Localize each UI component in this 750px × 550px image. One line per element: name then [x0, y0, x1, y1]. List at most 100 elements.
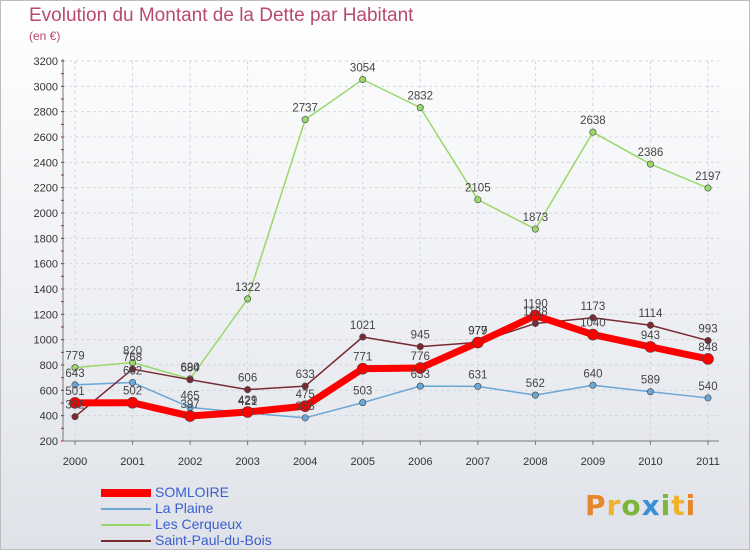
- series-line-1: [74, 381, 709, 419]
- data-point: [589, 314, 597, 322]
- data-label: 2197: [695, 171, 721, 183]
- data-label: 979: [468, 325, 487, 337]
- data-label: 475: [296, 389, 315, 401]
- data-point: [529, 309, 542, 322]
- data-point: [416, 343, 424, 351]
- data-point: [129, 378, 137, 386]
- series-line-2: [74, 78, 709, 380]
- x-tick-label: 2001: [120, 456, 144, 468]
- data-point: [71, 413, 79, 421]
- data-point: [644, 341, 657, 353]
- data-point: [474, 382, 482, 390]
- data-point: [71, 381, 79, 389]
- y-tick-label: 2800: [34, 107, 58, 119]
- data-label: 690: [180, 362, 199, 374]
- data-label: 421: [238, 396, 257, 408]
- chart-subtitle: (en €): [29, 29, 61, 43]
- data-label: 2638: [580, 115, 606, 127]
- data-label: 1114: [639, 308, 663, 320]
- series-line-0: [71, 312, 712, 420]
- legend-swatch: [101, 540, 151, 542]
- x-tick-label: 2011: [696, 456, 720, 468]
- data-point: [359, 75, 367, 83]
- data-label: 1190: [523, 299, 548, 311]
- data-label: 2737: [292, 103, 318, 115]
- data-label: 1021: [350, 320, 376, 332]
- data-point: [301, 382, 309, 390]
- data-point: [589, 381, 597, 389]
- data-point: [299, 400, 311, 412]
- data-point: [472, 336, 484, 349]
- y-tick-label: 600: [40, 385, 58, 397]
- data-label: 631: [468, 369, 487, 381]
- data-point: [702, 353, 714, 365]
- data-point: [416, 382, 424, 390]
- data-label: 771: [353, 352, 372, 364]
- data-label: 392: [65, 400, 84, 412]
- data-label: 465: [180, 390, 199, 402]
- data-point: [301, 116, 309, 124]
- x-tick-label: 2007: [466, 456, 490, 468]
- data-label: 503: [353, 386, 372, 398]
- y-tick-label: 2000: [34, 208, 58, 220]
- data-label: 589: [641, 375, 660, 387]
- legend-label: SOMLOIRE: [155, 484, 229, 500]
- data-label: 643: [65, 368, 84, 380]
- data-label: 768: [123, 352, 142, 364]
- proxiti-logo: Proxiti: [585, 489, 697, 522]
- data-label: 383: [296, 401, 315, 413]
- data-point: [646, 160, 654, 168]
- data-label: 993: [698, 324, 717, 336]
- x-tick-label: 2006: [408, 456, 432, 468]
- data-point: [129, 365, 137, 373]
- y-tick-label: 1800: [34, 233, 58, 245]
- data-label: 3054: [350, 62, 376, 74]
- data-point: [69, 397, 81, 409]
- y-tick-label: 200: [40, 436, 58, 448]
- data-label: 684: [180, 363, 200, 375]
- data-label: 820: [123, 345, 142, 357]
- data-label: 397: [180, 399, 199, 411]
- y-tick-label: 2400: [34, 157, 58, 169]
- data-label: 633: [411, 369, 430, 381]
- data-point: [184, 410, 196, 422]
- legend-swatch: [101, 508, 151, 510]
- data-label: 2105: [465, 183, 491, 195]
- chart-title: Evolution du Montant de la Dette par Hab…: [29, 5, 414, 26]
- data-point: [704, 394, 712, 402]
- data-label: 1128: [523, 306, 548, 318]
- data-label: 1173: [581, 301, 606, 313]
- data-point: [531, 391, 539, 399]
- data-point: [186, 376, 194, 384]
- data-point: [414, 362, 427, 374]
- y-tick-label: 800: [40, 360, 58, 372]
- data-label: 2832: [407, 91, 433, 103]
- x-tick-label: 2003: [235, 456, 259, 468]
- data-point: [587, 328, 599, 341]
- data-label: 562: [526, 378, 545, 390]
- y-tick-label: 2600: [34, 132, 58, 144]
- data-label: 540: [698, 381, 717, 393]
- data-label: 943: [641, 330, 660, 342]
- y-tick-label: 2200: [34, 183, 58, 195]
- y-tick-label: 400: [40, 411, 58, 423]
- data-label: 429: [238, 395, 257, 407]
- data-point: [704, 184, 712, 192]
- data-label: 640: [583, 368, 602, 380]
- data-label: 633: [296, 369, 315, 381]
- data-point: [241, 406, 254, 418]
- data-point: [126, 396, 139, 409]
- data-label: 502: [123, 386, 142, 398]
- data-label: 501: [65, 386, 84, 398]
- data-point: [416, 104, 424, 112]
- data-point: [244, 295, 252, 303]
- x-tick-label: 2009: [581, 456, 605, 468]
- legend-label: La Plaine: [155, 500, 214, 516]
- data-point: [359, 399, 367, 407]
- y-tick-label: 1400: [34, 284, 58, 296]
- y-tick-label: 1000: [34, 335, 58, 347]
- data-label: 2386: [638, 147, 664, 159]
- data-point: [244, 386, 252, 394]
- y-tick-label: 1600: [34, 259, 58, 271]
